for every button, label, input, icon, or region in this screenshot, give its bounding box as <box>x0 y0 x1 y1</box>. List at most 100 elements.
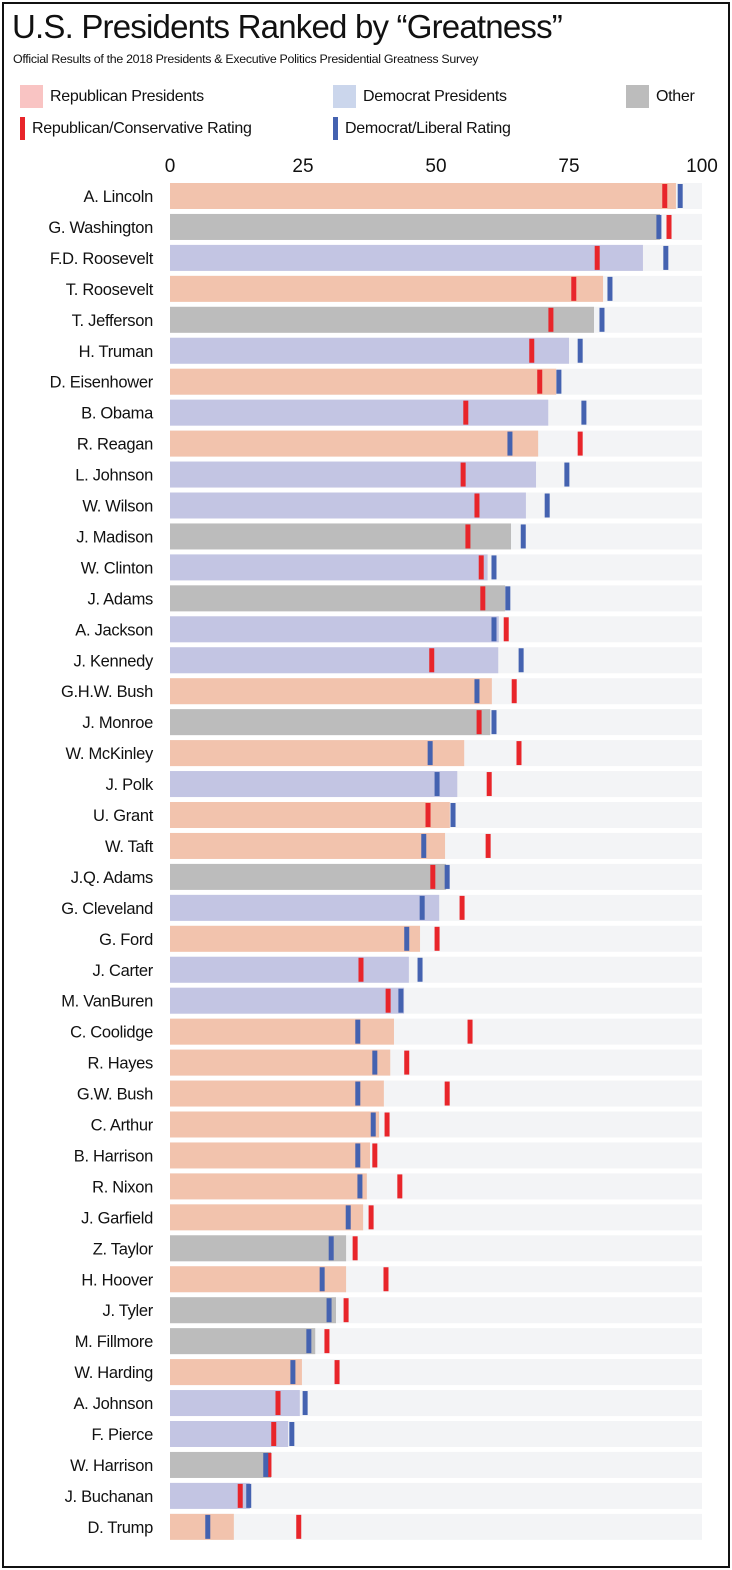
bar-democrat <box>170 461 537 488</box>
marker-rep-rating <box>459 895 465 920</box>
president-label: B. Harrison <box>74 1147 153 1165</box>
bar-republican <box>170 1266 347 1293</box>
president-label: G. Cleveland <box>61 900 153 918</box>
marker-dem-rating <box>404 926 410 951</box>
marker-dem-rating <box>505 586 511 611</box>
president-label: W. McKinley <box>66 745 155 763</box>
president-label: J. Adams <box>88 590 154 608</box>
marker-dem-rating <box>544 493 550 518</box>
marker-rep-rating <box>444 1081 450 1106</box>
president-label: W. Clinton <box>81 559 153 577</box>
legend-rep-rating: Republican/Conservative Rating <box>20 117 252 140</box>
president-label: F.D. Roosevelt <box>50 250 154 268</box>
marker-dem-rating <box>421 833 427 858</box>
legend-label-dem-rating: Democrat/Liberal Rating <box>345 119 511 137</box>
marker-rep-rating <box>383 1267 389 1292</box>
president-label: L. Johnson <box>75 467 153 485</box>
marker-rep-rating <box>372 1143 378 1168</box>
bar-republican <box>170 368 557 395</box>
marker-dem-rating <box>370 1112 376 1137</box>
president-label: D. Eisenhower <box>50 374 154 392</box>
marker-rep-rating <box>352 1236 358 1261</box>
marker-dem-rating <box>302 1391 308 1416</box>
president-label: W. Wilson <box>82 498 153 516</box>
bar-republican <box>170 275 604 302</box>
bar-republican <box>170 1142 371 1169</box>
marker-dem-rating <box>263 1452 269 1477</box>
president-label: W. Taft <box>105 838 154 856</box>
legend-label-rep-rating: Republican/Conservative Rating <box>32 119 252 137</box>
marker-rep-rating <box>577 431 583 456</box>
president-label: G.H.W. Bush <box>61 683 153 701</box>
marker-rep-rating <box>476 710 482 735</box>
marker-dem-rating <box>491 617 497 642</box>
marker-dem-rating <box>355 1019 361 1044</box>
marker-rep-rating <box>516 741 522 766</box>
marker-dem-rating <box>656 214 662 239</box>
marker-dem-rating <box>599 307 605 332</box>
legend-other: Other <box>626 85 695 108</box>
x-tick-label: 100 <box>686 156 718 177</box>
chart-subtitle: Official Results of the 2018 Presidents … <box>13 52 479 66</box>
marker-rep-rating <box>404 1050 410 1075</box>
president-label: W. Harrison <box>70 1457 153 1475</box>
president-label: J.Q. Adams <box>71 869 153 887</box>
bar-democrat <box>170 1421 289 1447</box>
president-label: Z. Taylor <box>93 1240 154 1258</box>
bar-track <box>170 1482 702 1509</box>
marker-rep-rating <box>266 1452 272 1477</box>
president-label: H. Hoover <box>81 1271 153 1289</box>
marker-rep-rating <box>296 1514 302 1539</box>
marker-rep-rating <box>511 679 517 704</box>
bar-other <box>170 709 491 736</box>
bar-democrat <box>170 616 499 643</box>
bar-republican <box>170 1173 367 1200</box>
marker-dem-rating <box>372 1050 378 1075</box>
bar-republican <box>170 183 676 209</box>
president-label: A. Jackson <box>75 621 153 639</box>
president-label: J. Tyler <box>103 1302 154 1320</box>
legend-dem-rating: Democrat/Liberal Rating <box>333 117 511 140</box>
marker-rep-rating <box>467 1019 473 1044</box>
president-label: J. Madison <box>76 528 153 546</box>
marker-rep-rating <box>463 400 469 425</box>
marker-dem-rating <box>345 1205 351 1230</box>
marker-rep-rating <box>480 586 486 611</box>
marker-rep-rating <box>237 1483 243 1508</box>
marker-rep-rating <box>368 1205 374 1230</box>
president-label: B. Obama <box>81 405 154 423</box>
marker-dem-rating <box>427 741 433 766</box>
president-label: T. Roosevelt <box>66 281 154 299</box>
x-tick-label: 50 <box>425 156 446 177</box>
marker-dem-rating <box>417 957 423 982</box>
bar-track <box>170 1513 702 1540</box>
bar-democrat <box>170 956 409 983</box>
legend-democrat: Democrat Presidents <box>333 85 507 108</box>
marker-rep-rating <box>343 1298 349 1323</box>
president-label: A. Lincoln <box>84 188 154 206</box>
x-tick-label: 0 <box>165 156 176 177</box>
marker-rep-rating <box>666 214 672 239</box>
bar-democrat <box>170 399 549 426</box>
bar-republican <box>170 740 465 767</box>
marker-dem-rating <box>290 1360 296 1385</box>
legend-label-other: Other <box>656 87 695 105</box>
bar-republican <box>170 1204 364 1231</box>
bar-other <box>170 585 506 612</box>
president-label: R. Reagan <box>77 436 153 454</box>
marker-dem-rating <box>398 988 404 1013</box>
marker-rep-rating <box>397 1174 403 1199</box>
marker-dem-rating <box>319 1267 325 1292</box>
marker-dem-rating <box>355 1143 361 1168</box>
marker-dem-rating <box>607 276 613 301</box>
marker-rep-rating <box>384 1112 390 1137</box>
bar-republican <box>170 1359 302 1386</box>
marker-dem-rating <box>518 648 524 673</box>
bar-democrat <box>170 771 458 798</box>
marker-dem-rating <box>355 1081 361 1106</box>
bar-other <box>170 306 595 333</box>
marker-rep-rating <box>571 276 577 301</box>
marker-dem-rating <box>581 400 587 425</box>
bar-republican <box>170 1018 394 1045</box>
x-tick-label: 25 <box>292 156 313 177</box>
